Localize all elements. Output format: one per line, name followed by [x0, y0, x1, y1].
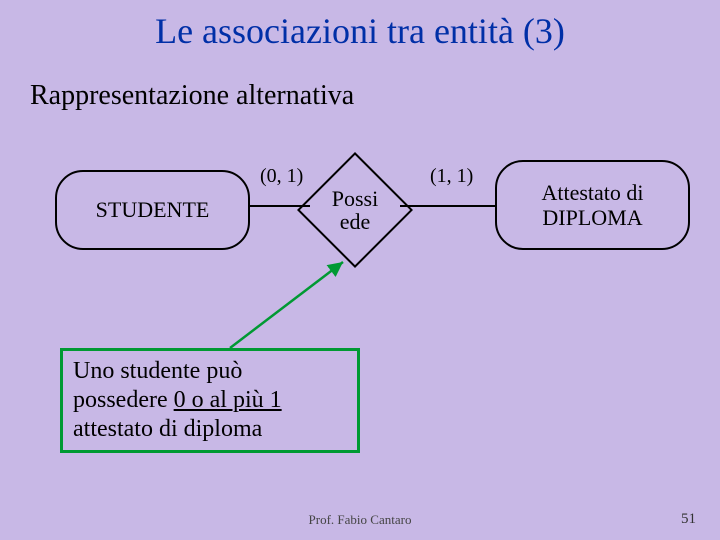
entity-student-label: STUDENTE — [96, 197, 210, 222]
footer-author: Prof. Fabio Cantaro — [0, 512, 720, 528]
connector-right — [400, 205, 495, 207]
entity-student: STUDENTE — [55, 170, 250, 250]
cardinality-left: (0, 1) — [260, 165, 303, 188]
note-line-1: Uno studente può — [73, 358, 242, 384]
page-number: 51 — [681, 511, 696, 528]
note-line-2a: possedere — [73, 387, 174, 413]
slide-subtitle: Rappresentazione alternativa — [30, 80, 354, 112]
relationship-diamond: Possiede — [300, 155, 410, 265]
entity-diploma: Attestato diDIPLOMA — [495, 160, 690, 250]
note-box: Uno studente può possedere 0 o al più 1 … — [60, 348, 360, 453]
relationship-label: Possiede — [300, 155, 410, 265]
slide: Le associazioni tra entità (3) Rappresen… — [0, 0, 720, 540]
entity-diploma-label: Attestato diDIPLOMA — [541, 180, 643, 231]
cardinality-right: (1, 1) — [430, 165, 473, 188]
note-underlined: 0 o al più 1 — [174, 387, 282, 413]
note-line-3: attestato di diploma — [73, 416, 262, 442]
slide-title: Le associazioni tra entità (3) — [0, 10, 720, 52]
